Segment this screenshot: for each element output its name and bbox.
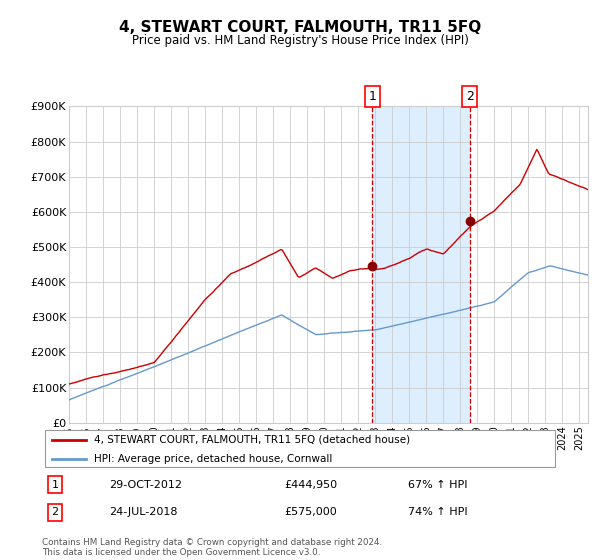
Text: 24-JUL-2018: 24-JUL-2018	[109, 507, 178, 517]
Text: Price paid vs. HM Land Registry's House Price Index (HPI): Price paid vs. HM Land Registry's House …	[131, 34, 469, 46]
Text: 1: 1	[368, 90, 376, 103]
Text: 74% ↑ HPI: 74% ↑ HPI	[409, 507, 468, 517]
Text: 4, STEWART COURT, FALMOUTH, TR11 5FQ (detached house): 4, STEWART COURT, FALMOUTH, TR11 5FQ (de…	[94, 435, 410, 445]
Text: £444,950: £444,950	[284, 479, 338, 489]
Text: Contains HM Land Registry data © Crown copyright and database right 2024.
This d: Contains HM Land Registry data © Crown c…	[42, 538, 382, 557]
Text: HPI: Average price, detached house, Cornwall: HPI: Average price, detached house, Corn…	[94, 454, 332, 464]
FancyBboxPatch shape	[44, 430, 556, 467]
Text: 2: 2	[52, 507, 58, 517]
Text: 4, STEWART COURT, FALMOUTH, TR11 5FQ: 4, STEWART COURT, FALMOUTH, TR11 5FQ	[119, 20, 481, 35]
Text: 67% ↑ HPI: 67% ↑ HPI	[409, 479, 468, 489]
Bar	[373, 106, 470, 423]
Text: 29-OCT-2012: 29-OCT-2012	[109, 479, 182, 489]
Text: 1: 1	[52, 479, 58, 489]
Text: £575,000: £575,000	[284, 507, 337, 517]
Text: 2: 2	[466, 90, 473, 103]
